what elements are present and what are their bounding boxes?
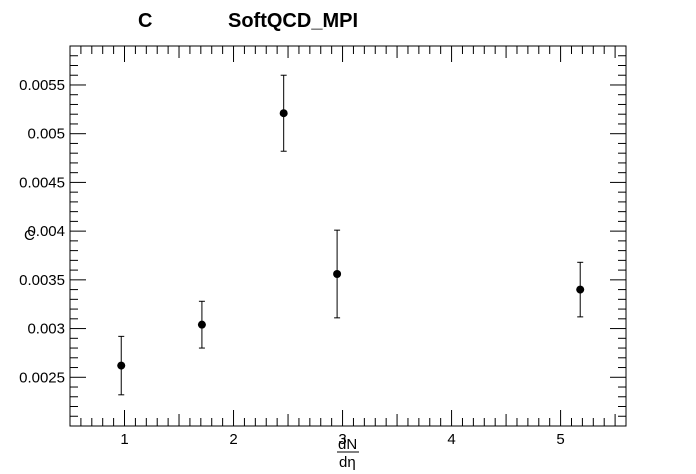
y-tick-label: 0.0055 [19, 77, 65, 94]
y-tick-label: 0.003 [27, 321, 65, 338]
y-axis-ticks: 0.0025 0.003 0.0035 0.004 0.0045 0.005 0.0055 [19, 55, 626, 427]
x-axis-ticks: 1 2 3 4 5 [69, 46, 627, 448]
data-point [117, 335, 126, 396]
data-point [279, 74, 288, 152]
data-point [576, 261, 585, 318]
plot-frame [69, 45, 627, 427]
x-tick-label: 1 [120, 431, 128, 448]
x-tick-label: 2 [229, 431, 237, 448]
chart-title-left: C [138, 10, 152, 32]
data-points [117, 74, 585, 396]
data-point [333, 229, 342, 319]
x-tick-label: 3 [338, 431, 346, 448]
x-axis-label-numerator: dN [338, 436, 357, 453]
y-tick-label: 0.004 [27, 223, 65, 240]
chart-title: SoftQCD_MPI [228, 10, 358, 32]
x-tick-label: 5 [556, 431, 564, 448]
y-tick-label: 0.005 [27, 126, 65, 143]
data-marker [279, 109, 288, 118]
y-tick-label: 0.0025 [19, 369, 65, 386]
data-marker [117, 361, 126, 370]
x-axis-label-denominator: dη [339, 454, 356, 471]
y-tick-label: 0.0035 [19, 272, 65, 289]
x-tick-label: 4 [447, 431, 455, 448]
data-marker [333, 270, 342, 278]
y-axis-label: C [24, 227, 35, 244]
y-tick-label: 0.0045 [19, 174, 65, 191]
data-point [197, 300, 206, 349]
data-marker [197, 320, 206, 329]
data-marker [576, 285, 585, 294]
